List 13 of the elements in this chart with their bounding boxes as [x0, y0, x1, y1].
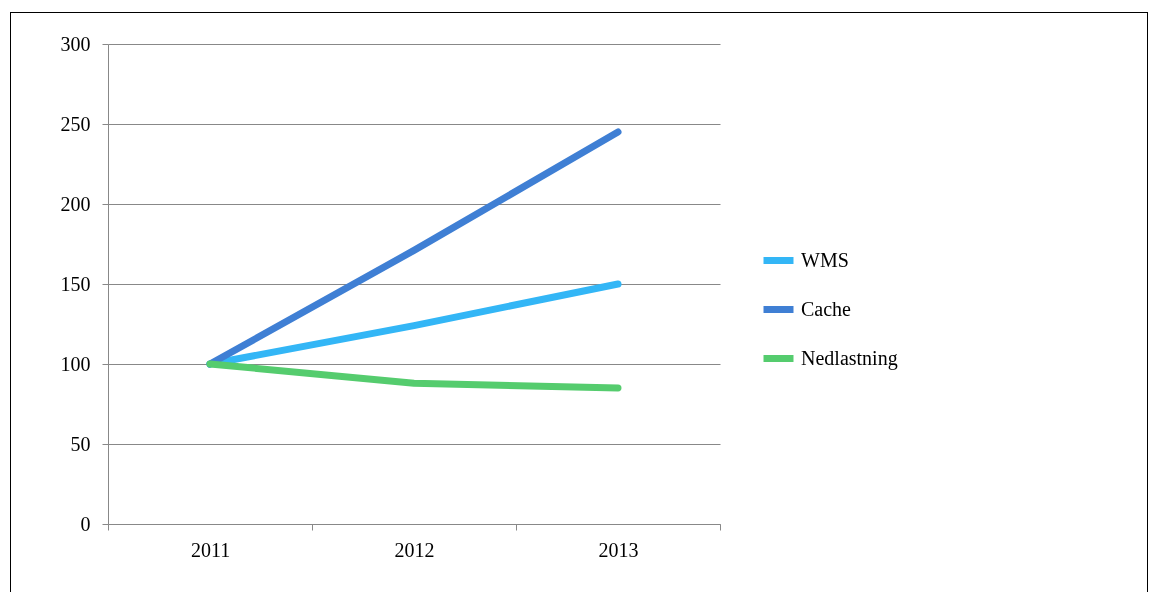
y-tick-label: 300 [60, 32, 91, 55]
y-tick-label: 0 [80, 512, 91, 535]
legend-label: Nedlastning [801, 346, 898, 370]
y-tick-label: 50 [70, 432, 91, 455]
x-tick-label: 2011 [190, 538, 231, 561]
y-tick-label: 150 [60, 272, 91, 295]
y-tick-label: 100 [60, 352, 91, 375]
y-tick-label: 200 [60, 192, 91, 215]
legend-label: Cache [801, 297, 852, 320]
x-tick-label: 2013 [598, 538, 639, 561]
y-tick-label: 250 [60, 112, 91, 135]
x-tick-label: 2012 [394, 538, 435, 561]
legend-label: WMS [801, 248, 849, 271]
